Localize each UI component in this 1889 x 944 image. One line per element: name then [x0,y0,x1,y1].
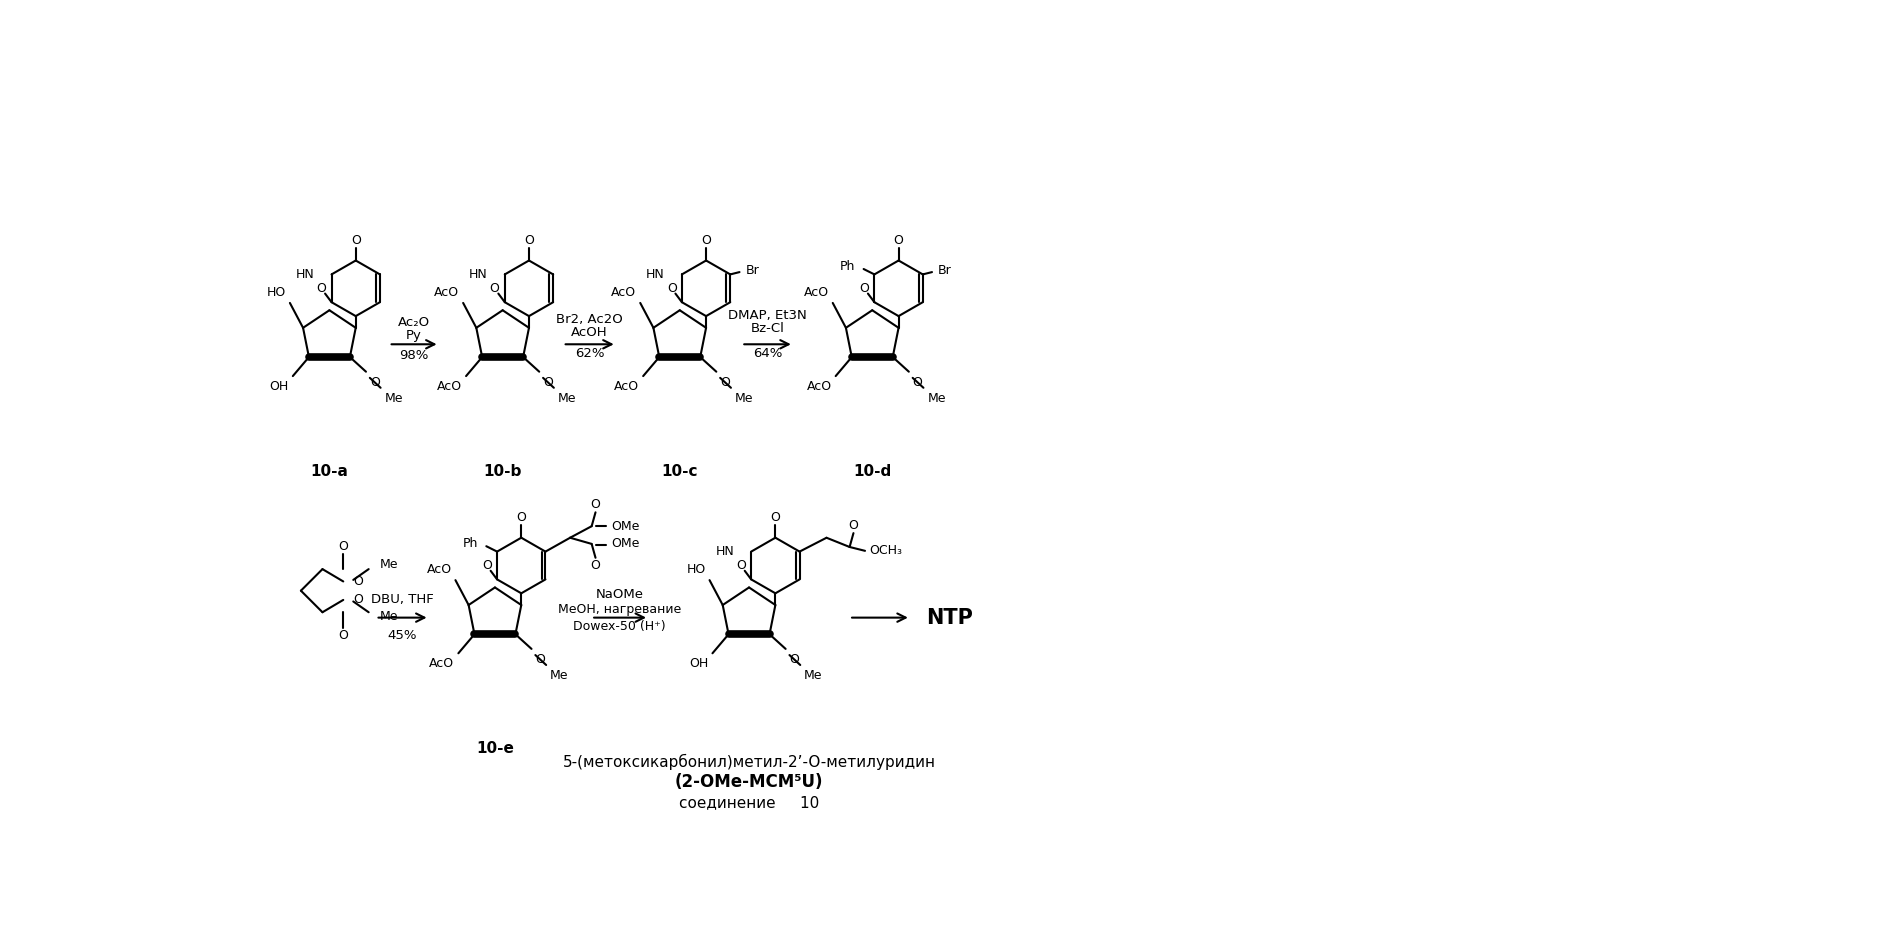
Text: OMe: OMe [610,520,638,532]
Text: HN: HN [468,268,487,281]
Text: HN: HN [646,268,665,281]
Text: 10-b: 10-b [484,464,521,479]
Text: O: O [516,512,527,524]
Text: Br: Br [746,264,759,277]
Text: NaOMe: NaOMe [595,588,644,601]
Text: Me: Me [805,669,822,682]
Text: O: O [771,512,780,524]
Text: AcO: AcO [434,286,459,299]
Text: AcO: AcO [429,657,455,670]
Text: AcOH: AcOH [570,327,608,339]
Text: O: O [317,282,327,295]
Text: O: O [720,376,729,389]
Text: O: O [859,282,869,295]
Text: O: O [523,234,535,247]
Text: AcO: AcO [614,379,638,393]
Text: O: O [338,540,348,552]
Text: O: O [667,282,676,295]
Text: 45%: 45% [387,629,417,642]
Text: 98%: 98% [399,349,429,362]
Text: OCH₃: OCH₃ [869,545,901,557]
Text: 10-c: 10-c [661,464,699,479]
Text: O: O [370,376,380,389]
Text: AcO: AcO [612,286,637,299]
Text: Me: Me [385,392,402,405]
Text: MeOH, нагревание: MeOH, нагревание [557,602,682,615]
Text: HO: HO [266,286,285,299]
Text: (2-OMe-MCM⁵U): (2-OMe-MCM⁵U) [674,772,824,791]
Text: Py: Py [406,329,421,343]
Text: Me: Me [557,392,576,405]
Text: O: O [535,652,546,666]
Text: O: O [701,234,710,247]
Text: NTP: NTP [926,608,973,628]
Text: соединение     10: соединение 10 [678,795,820,810]
Text: O: O [737,560,746,572]
Text: OH: OH [689,657,708,670]
Text: HN: HN [716,545,735,558]
Text: 64%: 64% [754,347,782,360]
Text: Me: Me [735,392,754,405]
Text: 62%: 62% [574,347,604,360]
Text: OMe: OMe [610,537,638,550]
Text: Me: Me [380,611,399,623]
Text: 10-d: 10-d [854,464,892,479]
Text: DBU, THF: DBU, THF [370,594,434,606]
Text: HO: HO [686,564,706,576]
Text: O: O [489,282,499,295]
Text: 10-a: 10-a [310,464,348,479]
Text: Ac₂O: Ac₂O [399,316,431,329]
Text: O: O [482,560,491,572]
Text: O: O [893,234,903,247]
Text: HN: HN [297,268,315,281]
Text: DMAP, Et3N: DMAP, Et3N [727,309,807,322]
Text: 10-e: 10-e [476,741,514,756]
Text: Ph: Ph [463,537,478,550]
Text: AcO: AcO [427,564,451,576]
Text: O: O [351,234,361,247]
Text: AcO: AcO [807,379,831,393]
Text: Ph: Ph [841,261,856,273]
Text: Br: Br [939,264,952,277]
Text: Dowex-50 (H⁺): Dowex-50 (H⁺) [574,619,667,632]
Text: AcO: AcO [436,379,463,393]
Text: 5-(метоксикарбонил)метил-2’-O-метилуридин: 5-(метоксикарбонил)метил-2’-O-метилуриди… [563,753,935,769]
Text: Br2, Ac2O: Br2, Ac2O [555,313,623,326]
Text: Me: Me [380,558,399,571]
Text: O: O [912,376,922,389]
Text: Me: Me [927,392,946,405]
Text: O: O [353,575,363,588]
Text: O: O [790,652,799,666]
Text: Me: Me [550,669,569,682]
Text: O: O [353,594,363,606]
Text: Bz-Cl: Bz-Cl [750,323,784,335]
Text: O: O [542,376,553,389]
Text: O: O [848,519,858,531]
Text: O: O [591,559,601,572]
Text: O: O [338,629,348,642]
Text: O: O [591,498,601,511]
Text: OH: OH [270,379,289,393]
Text: AcO: AcO [805,286,829,299]
